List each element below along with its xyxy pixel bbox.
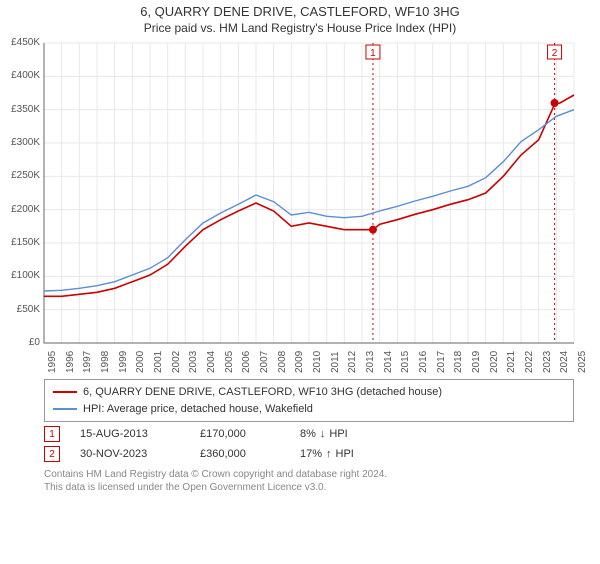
x-axis-label: 2011	[330, 351, 341, 373]
x-axis-label: 2001	[153, 351, 164, 373]
legend-item: HPI: Average price, detached house, Wake…	[53, 401, 565, 418]
arrow-up-icon: ↑	[326, 448, 332, 460]
x-axis-label: 2020	[489, 351, 500, 373]
sale-marker-badge: 2	[552, 48, 558, 59]
legend-swatch	[53, 408, 77, 410]
x-axis-label: 2009	[294, 351, 305, 373]
sale-badge: 2	[44, 446, 60, 462]
sale-price: £360,000	[200, 448, 280, 460]
sale-row: 2 30-NOV-2023 £360,000 17% ↑ HPI	[44, 446, 574, 462]
legend-item: 6, QUARRY DENE DRIVE, CASTLEFORD, WF10 3…	[53, 384, 565, 401]
sale-badge: 1	[44, 426, 60, 442]
x-axis-label: 2003	[188, 351, 199, 373]
x-axis-label: 2018	[453, 351, 464, 373]
x-axis-label: 1996	[65, 351, 76, 373]
y-axis-label: £50K	[0, 304, 40, 315]
sale-row: 1 15-AUG-2013 £170,000 8% ↓ HPI	[44, 426, 574, 442]
sale-price: £170,000	[200, 428, 280, 440]
footer-line: Contains HM Land Registry data © Crown c…	[44, 468, 574, 481]
sale-delta: 8% ↓ HPI	[300, 428, 380, 440]
x-axis-label: 2000	[135, 351, 146, 373]
x-axis-label: 2021	[506, 351, 517, 373]
x-axis-label: 2025	[577, 351, 588, 373]
sale-delta-vs: HPI	[336, 448, 354, 460]
x-axis-label: 2005	[224, 351, 235, 373]
y-axis-label: £200K	[0, 204, 40, 215]
x-axis-label: 2012	[347, 351, 358, 373]
sale-delta-pct: 8%	[300, 428, 316, 440]
x-axis-label: 2006	[241, 351, 252, 373]
x-axis-label: 2007	[259, 351, 270, 373]
x-axis-label: 1997	[82, 351, 93, 373]
footer: Contains HM Land Registry data © Crown c…	[44, 468, 574, 494]
y-axis-label: £300K	[0, 137, 40, 148]
legend-label: HPI: Average price, detached house, Wake…	[83, 401, 313, 418]
y-axis-label: £250K	[0, 170, 40, 181]
x-axis-label: 1999	[118, 351, 129, 373]
x-axis-label: 2017	[436, 351, 447, 373]
price-chart: 12£0£50K£100K£150K£200K£250K£300K£350K£4…	[44, 43, 574, 373]
x-axis-label: 2008	[277, 351, 288, 373]
sale-marker-dot	[551, 99, 559, 107]
sale-delta-vs: HPI	[329, 428, 347, 440]
sale-marker-dot	[369, 226, 377, 234]
y-axis-label: £400K	[0, 70, 40, 81]
y-axis-label: £350K	[0, 104, 40, 115]
x-axis-label: 1998	[100, 351, 111, 373]
page-subtitle: Price paid vs. HM Land Registry's House …	[0, 21, 600, 35]
x-axis-label: 2014	[383, 351, 394, 373]
x-axis-label: 2019	[471, 351, 482, 373]
sale-delta: 17% ↑ HPI	[300, 448, 380, 460]
x-axis-label: 2024	[559, 351, 570, 373]
y-axis-label: £450K	[0, 37, 40, 48]
sale-date: 30-NOV-2023	[80, 448, 180, 460]
arrow-down-icon: ↓	[320, 428, 326, 440]
y-axis-label: £150K	[0, 237, 40, 248]
y-axis-label: £100K	[0, 270, 40, 281]
x-axis-label: 2016	[418, 351, 429, 373]
legend: 6, QUARRY DENE DRIVE, CASTLEFORD, WF10 3…	[44, 379, 574, 422]
page-title: 6, QUARRY DENE DRIVE, CASTLEFORD, WF10 3…	[0, 4, 600, 19]
sales-list: 1 15-AUG-2013 £170,000 8% ↓ HPI 2 30-NOV…	[44, 426, 574, 462]
x-axis-label: 2013	[365, 351, 376, 373]
sale-marker-badge: 1	[370, 48, 376, 59]
x-axis-label: 2023	[542, 351, 553, 373]
x-axis-label: 2015	[400, 351, 411, 373]
x-axis-label: 1995	[47, 351, 58, 373]
x-axis-label: 2002	[171, 351, 182, 373]
x-axis-label: 2010	[312, 351, 323, 373]
sale-delta-pct: 17%	[300, 448, 322, 460]
legend-label: 6, QUARRY DENE DRIVE, CASTLEFORD, WF10 3…	[83, 384, 442, 401]
footer-line: This data is licensed under the Open Gov…	[44, 481, 574, 494]
x-axis-label: 2004	[206, 351, 217, 373]
sale-date: 15-AUG-2013	[80, 428, 180, 440]
legend-swatch	[53, 391, 77, 393]
x-axis-label: 2022	[524, 351, 535, 373]
y-axis-label: £0	[0, 337, 40, 348]
